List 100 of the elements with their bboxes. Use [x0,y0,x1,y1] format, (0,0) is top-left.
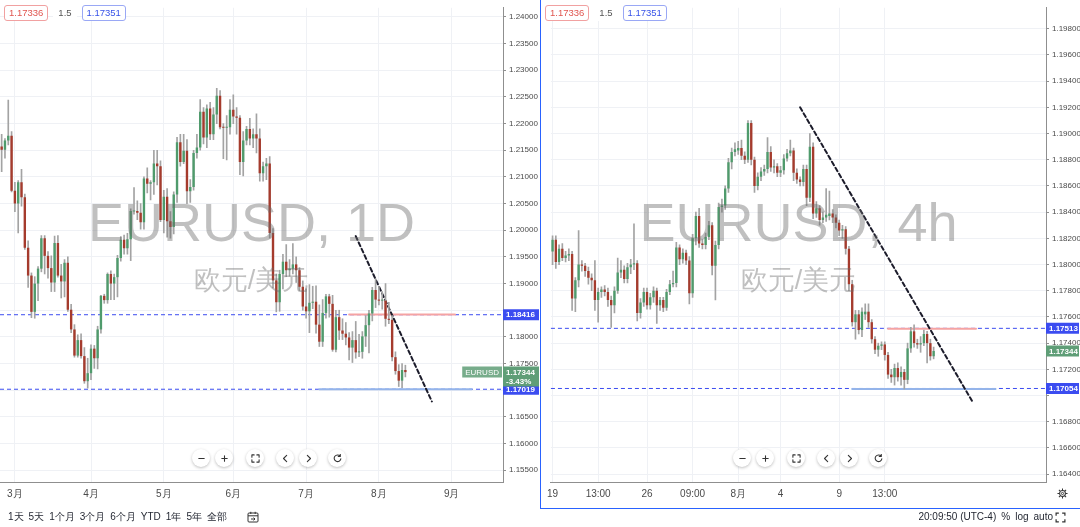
candlestick [308,284,311,333]
candlestick [374,278,377,308]
x-tick-label: 3月 [7,487,23,499]
candlestick [0,133,3,172]
y-tick-label: 1.16500 [509,412,539,422]
candlestick [202,107,205,145]
x-tick-label: 9 [836,487,843,499]
y-tick-label: 1.19600 [1052,50,1080,60]
candlestick [331,294,334,352]
ref-line-label: 1.17019 [506,384,536,394]
y-tick-label: 1.18200 [1052,233,1080,243]
y-tick-label: 1.16400 [1052,469,1080,479]
candlestick [893,363,896,386]
y-tick-label: 1.22500 [509,92,539,102]
text: auto [1033,510,1053,524]
y-tick-label: 1.20000 [509,225,539,235]
y-tick-label: 1.18000 [1052,259,1080,269]
x-tick-label: 4 [777,487,784,499]
text: 1.17344 [506,367,536,377]
y-tick-label: 1.18400 [1052,207,1080,217]
y-tick-label: 1.17500 [509,358,539,368]
y-tick-label: 1.18800 [1052,154,1080,164]
text: 3个月 [79,510,106,524]
x-tick-label: 8月 [730,487,746,499]
annotation: 1.17336 [4,5,49,21]
annotation: 1.17336 [545,5,590,21]
x-tick-label: 8月 [371,487,387,499]
x-tick-label: 6月 [225,487,242,499]
y-tick-label: 1.22000 [509,118,539,128]
ref-line-label: 1.18416 [506,310,536,320]
annotation: 1.5 [594,5,618,21]
annotation: 1.17351 [622,5,667,21]
candlestick [404,364,407,378]
y-tick-label: 1.16000 [509,438,539,448]
candlestick [384,283,387,327]
candlestick [737,141,740,155]
y-tick-label: 1.23000 [509,65,539,75]
y-tick-label: 1.17600 [1052,312,1080,322]
y-tick-label: 1.18600 [1052,181,1080,191]
text: 20:09:50 (UTC-4) [918,510,997,524]
candlestick [802,164,805,187]
ref-line-label: 1.17054 [1049,384,1079,394]
annotation: 1.17351 [81,5,126,21]
candlestick [776,163,779,178]
x-tick-label: 13:00 [585,487,612,499]
x-tick-label: 4月 [83,487,99,499]
candlestick [63,259,66,298]
y-tick-label: 1.18000 [509,332,539,342]
y-tick-label: 1.17200 [1052,364,1080,374]
y-tick-label: 1.19800 [1052,23,1080,33]
candlestick [351,331,354,363]
y-tick-label: 1.16600 [1052,443,1080,453]
annotation: 1.5 [53,5,77,21]
text: 1天 [8,510,24,524]
candlestick [932,346,935,360]
candlestick [182,133,185,164]
x-tick-label: 26 [641,487,654,499]
text: 全部 [206,510,227,524]
candlestick [564,251,567,263]
candlestick [854,310,857,340]
candlestick [766,137,769,174]
x-tick-label: 5月 [156,487,172,499]
x-tick-label: 19 [547,487,559,499]
text: YTD [140,510,161,524]
text: EURUSD [465,367,500,377]
x-tick-label: 13:00 [872,487,898,499]
candlestick [265,157,268,180]
y-tick-label: 1.17400 [1052,338,1080,348]
candlestick [179,133,182,167]
text: -3.43% [506,376,532,386]
candlestick [106,272,109,304]
y-tick-label: 1.17800 [1052,285,1080,295]
candlestick [740,139,743,161]
y-tick-label: 1.24000 [509,12,539,22]
text: 5天 [28,510,45,524]
candlestick [551,235,554,265]
y-tick-label: 1.19200 [1052,102,1080,112]
text: 1年 [165,510,182,524]
y-tick-label: 1.19000 [509,278,539,288]
text: 5年 [186,510,202,524]
y-tick-label: 1.21500 [509,145,539,155]
y-tick-label: 1.16800 [1052,416,1080,426]
x-tick-label: 7月 [298,487,314,499]
ref-line-label: 1.17513 [1049,324,1079,334]
candlestick [43,235,46,275]
text: % [1001,510,1011,524]
text: 1个月 [49,510,75,524]
y-tick-label: 1.15500 [509,465,539,475]
candlestick [53,235,56,292]
y-tick-label: 1.23500 [509,38,539,48]
y-tick-label: 1.20500 [509,198,539,208]
y-tick-label: 1.19000 [1052,128,1080,138]
text: 1.17344 [1049,346,1079,356]
x-tick-label: 09:00 [680,487,706,499]
text: 6个月 [110,510,136,524]
text: log [1015,510,1029,524]
y-tick-label: 1.19500 [509,252,539,262]
candlestick [626,262,629,284]
x-tick-label: 9月 [443,487,460,499]
y-tick-label: 1.21000 [509,172,539,182]
